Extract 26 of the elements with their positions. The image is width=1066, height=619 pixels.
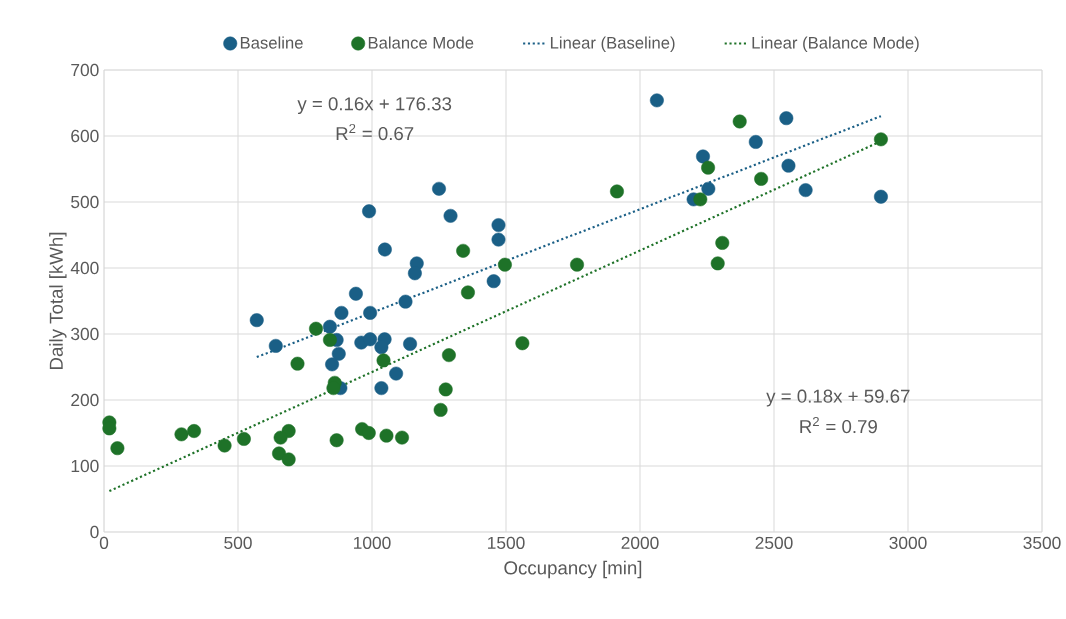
x-tick-label: 2000 — [621, 536, 659, 549]
y-tick-label: 200 — [71, 393, 99, 407]
x-tick-label: 3500 — [1023, 536, 1061, 549]
y-tick-label: 100 — [71, 459, 99, 473]
legend-label: Linear (Balance Mode) — [752, 36, 919, 52]
annotation: y = 0.16x + 176.33 — [297, 97, 452, 115]
y-axis-title: Daily Total [kWh] — [49, 232, 67, 369]
legend-label: Baseline — [240, 36, 303, 49]
annotation: R$^{2}$ = 0.79 — [800, 416, 877, 434]
x-tick-label: 1500 — [488, 536, 525, 549]
x-axis-title: Occupancy [min] — [504, 560, 642, 579]
y-tick-label: 500 — [71, 195, 99, 209]
y-tick-label: 700 — [71, 63, 99, 77]
x-tick-label: 3000 — [889, 536, 927, 549]
x-tick-label: 500 — [224, 536, 252, 549]
x-tick-label: 0 — [99, 536, 109, 549]
annotation: R$^{2}$ = 0.67 — [336, 123, 414, 141]
y-tick-label: 400 — [70, 261, 99, 275]
legend-label: Balance Mode — [368, 36, 474, 49]
legend-label: Linear (Baseline) — [550, 36, 675, 52]
annotation: y = 0.18x + 59.67 — [766, 389, 910, 407]
x-tick-label: 2500 — [755, 536, 793, 549]
y-tick-label: 0 — [90, 525, 99, 539]
y-tick-label: 600 — [71, 129, 99, 143]
y-tick-label: 300 — [71, 327, 99, 341]
x-tick-label: 1000 — [354, 536, 391, 549]
